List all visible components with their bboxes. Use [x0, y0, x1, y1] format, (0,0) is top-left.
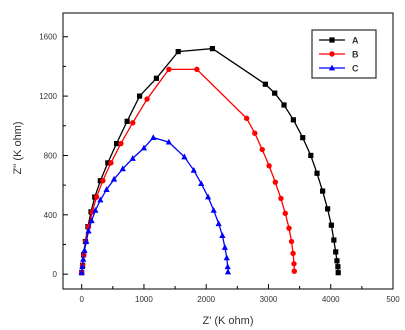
- series-c-point: [129, 155, 136, 161]
- series-c-point: [221, 244, 228, 250]
- series-c-point: [181, 153, 188, 160]
- series-c-point: [224, 263, 231, 270]
- series-c-point: [190, 166, 197, 173]
- series-b-point: [252, 130, 258, 136]
- series-a-point: [105, 160, 111, 166]
- series-c-point: [210, 206, 217, 213]
- legend-label-b: B: [352, 50, 359, 60]
- series-c-point: [215, 220, 222, 227]
- series-c-point: [140, 144, 148, 151]
- y-tick-label: 400: [44, 211, 58, 220]
- series-b-point: [272, 179, 279, 185]
- x-tick-label: 500: [386, 295, 400, 304]
- series-a-point: [209, 46, 216, 52]
- series-c-point: [81, 247, 88, 253]
- series-b-point: [278, 195, 284, 202]
- series-b-point: [291, 261, 297, 267]
- series-a-point: [335, 270, 341, 276]
- series-c-point: [103, 186, 110, 192]
- series-c-point: [119, 165, 126, 172]
- y-tick-label: 1600: [39, 33, 57, 42]
- series-b-point: [291, 268, 298, 274]
- series-a-point: [328, 222, 334, 228]
- legend-marker-b: [329, 51, 335, 57]
- series-b-point: [100, 177, 106, 184]
- series-b-point: [166, 66, 172, 73]
- series-a-point: [153, 75, 159, 81]
- series-c-point: [223, 254, 230, 261]
- x-axis-label: Z' (K ohm): [203, 315, 254, 327]
- series-layer: [78, 46, 341, 276]
- legend-label-c: C: [352, 64, 359, 74]
- series-a-point: [325, 206, 331, 212]
- series-b-point: [286, 225, 292, 231]
- x-tick-label: 1000: [135, 295, 153, 304]
- series-a-point: [335, 264, 341, 270]
- series-a-point: [308, 152, 314, 159]
- series-c-point: [219, 232, 226, 238]
- series-c-point: [97, 196, 104, 203]
- legend-marker-c: [328, 64, 336, 71]
- y-axis-label: Z'' (K ohm): [12, 121, 24, 174]
- series-a-point: [333, 249, 339, 255]
- series-c-point: [78, 269, 85, 276]
- y-tick-label: 0: [53, 270, 58, 279]
- series-a-point: [136, 93, 143, 99]
- series-b-line: [81, 68, 295, 273]
- series-c-point: [150, 134, 157, 141]
- series-c-point: [83, 238, 90, 244]
- series-b-point: [130, 120, 136, 126]
- series-b-point: [290, 250, 296, 257]
- legend: ABC: [311, 29, 377, 79]
- series-b-point: [108, 160, 114, 166]
- series-a-point: [124, 118, 130, 124]
- x-tick-label: 0: [79, 295, 84, 304]
- x-tick-label: 2000: [197, 295, 215, 304]
- legend-marker-a: [329, 37, 335, 43]
- series-b-point: [93, 194, 100, 200]
- series-a-point: [334, 258, 340, 264]
- y-tick-label: 800: [44, 151, 58, 160]
- series-a-point: [331, 237, 337, 243]
- series-c-point: [224, 268, 232, 275]
- series-b: [78, 66, 298, 276]
- series-c-point: [80, 255, 87, 262]
- series-c-point: [110, 175, 118, 182]
- series-a-point: [290, 117, 296, 123]
- series-a-point: [320, 188, 326, 194]
- series-c-point: [204, 193, 212, 200]
- series-c-point: [85, 227, 92, 234]
- series-b-point: [118, 140, 124, 147]
- series-c-point: [88, 217, 95, 224]
- series-a-point: [272, 90, 278, 96]
- series-b-point: [243, 115, 250, 122]
- series-a-point: [300, 135, 306, 141]
- y-tick-label: 1200: [39, 92, 57, 101]
- series-b-point: [259, 146, 265, 153]
- legend-label-a: A: [352, 36, 359, 46]
- series-b-point: [266, 163, 272, 169]
- series-c-point: [79, 263, 86, 270]
- series-a: [79, 46, 341, 276]
- series-b-point: [288, 238, 295, 245]
- series-a-point: [281, 102, 287, 108]
- series-c-point: [92, 206, 99, 213]
- series-c-point: [165, 138, 172, 145]
- series-a-point: [175, 48, 181, 55]
- series-a-point: [113, 140, 120, 147]
- x-tick-label: 4000: [322, 295, 340, 304]
- series-c-point: [198, 180, 205, 187]
- plot-frame: [62, 12, 394, 290]
- series-b-point: [144, 96, 150, 102]
- series-b-point: [282, 210, 288, 217]
- x-tick-label: 3000: [260, 295, 278, 304]
- series-c-line: [81, 136, 229, 273]
- series-a-point: [314, 170, 320, 176]
- series-c: [78, 134, 232, 276]
- series-a-point: [262, 81, 268, 87]
- series-b-point: [194, 66, 200, 73]
